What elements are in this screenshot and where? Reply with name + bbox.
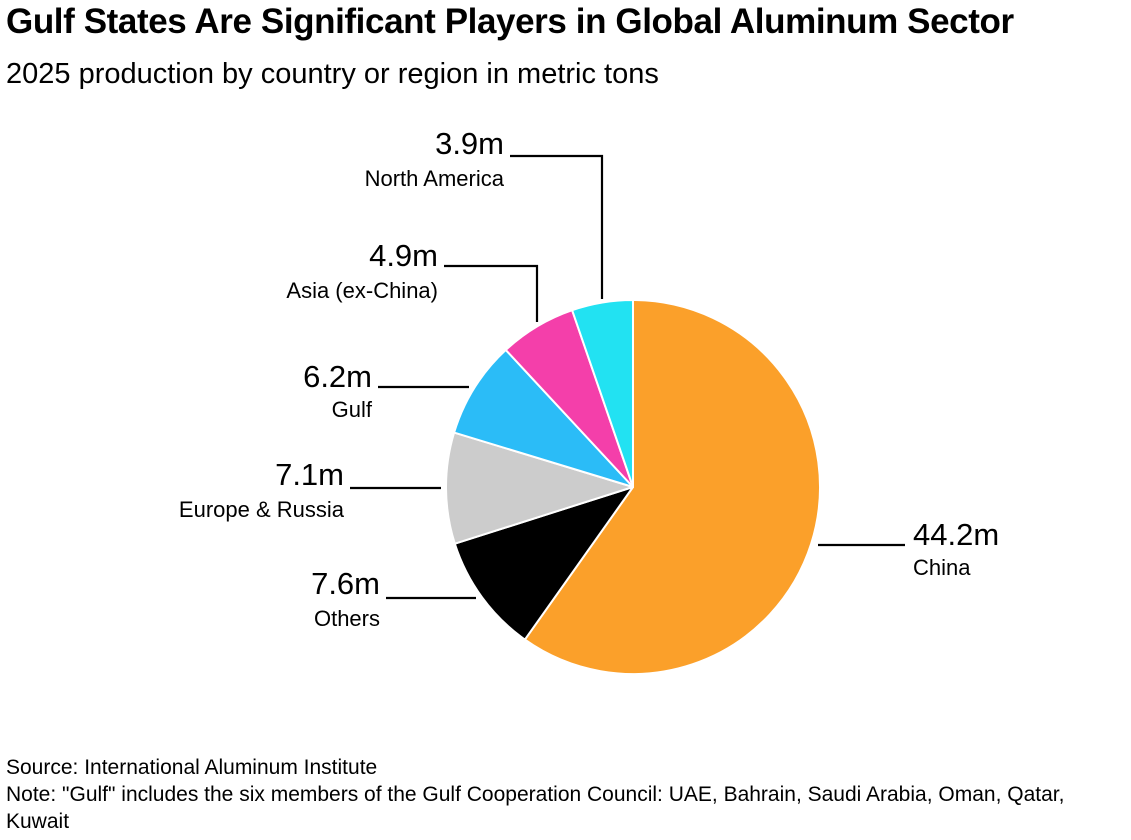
source-note: Source: International Aluminum Institute xyxy=(6,756,378,779)
footer: Source: International Aluminum Institute… xyxy=(6,754,1126,835)
category-label-others: Others xyxy=(314,606,380,631)
category-label-gulf: Gulf xyxy=(332,397,373,422)
value-label-asia-ex-china: 4.9m xyxy=(369,238,438,273)
value-label-europe-russia: 7.1m xyxy=(275,457,344,492)
category-label-europe-russia: Europe & Russia xyxy=(179,497,345,522)
slice-north-america xyxy=(571,299,634,488)
category-label-north-america: North America xyxy=(365,166,505,191)
chart-title: Gulf States Are Significant Players in G… xyxy=(6,2,1014,41)
leader-line-asia-ex-china xyxy=(444,264,539,322)
category-label-china: China xyxy=(913,555,971,580)
value-label-gulf: 6.2m xyxy=(303,359,372,394)
value-label-china: 44.2m xyxy=(913,517,999,552)
value-label-others: 7.6m xyxy=(311,566,380,601)
leader-line-north-america xyxy=(510,154,604,299)
value-label-north-america: 3.9m xyxy=(435,126,504,161)
pie-labels: 44.2m China 7.6m Others 7.1m Europe & Russia 6… xyxy=(179,126,999,631)
chart-subtitle: 2025 production by country or region in … xyxy=(6,58,659,90)
slice-china xyxy=(523,299,821,675)
slice-others xyxy=(453,486,634,641)
category-label-asia-ex-china: Asia (ex-China) xyxy=(286,278,438,303)
slice-europe-russia xyxy=(445,431,634,545)
footnote: Note: "Gulf" includes the six members of… xyxy=(6,783,1065,833)
slice-gulf xyxy=(453,348,634,488)
pie-chart: 44.2m China 7.6m Others 7.1m Europe & Russia 6… xyxy=(179,126,999,675)
pie-slices xyxy=(445,299,821,675)
